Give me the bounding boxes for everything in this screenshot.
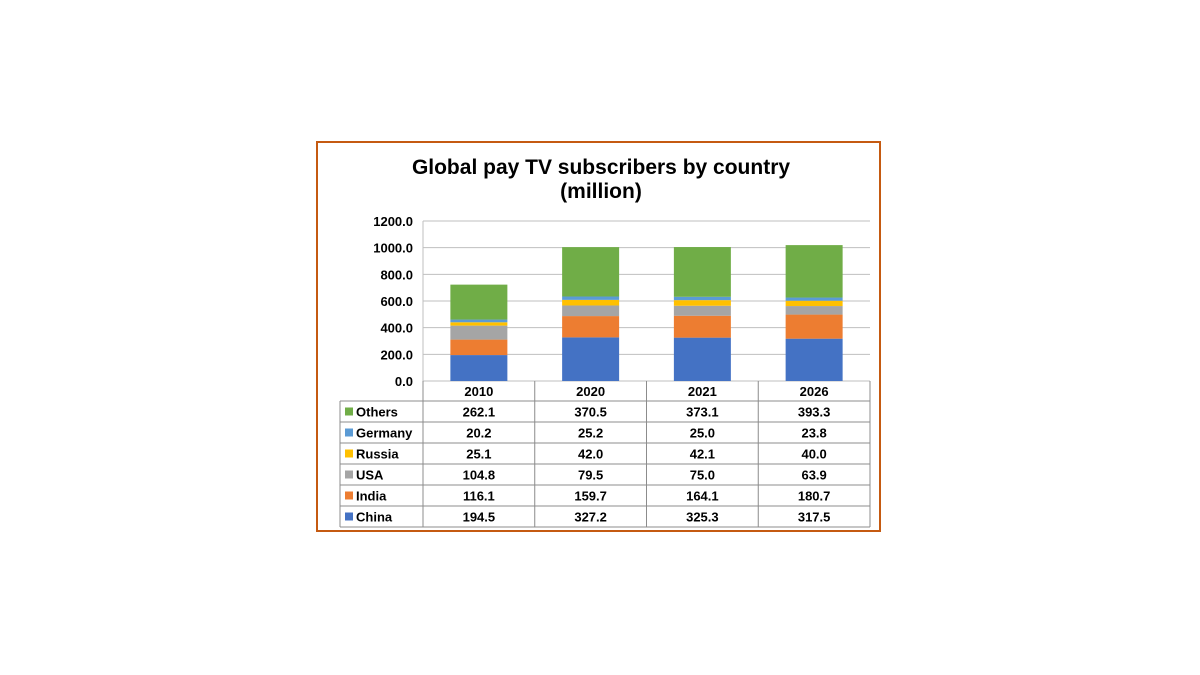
y-tick-label: 1000.0 bbox=[373, 241, 413, 256]
legend-label-others: Others bbox=[356, 405, 398, 420]
table-cell-china-2026: 317.5 bbox=[798, 510, 831, 525]
legend-key-usa bbox=[345, 470, 353, 479]
table-cell-usa-2026: 63.9 bbox=[801, 468, 826, 483]
bar-germany-2020 bbox=[562, 296, 620, 300]
legend-key-india bbox=[345, 491, 353, 500]
bar-others-2021 bbox=[673, 247, 731, 297]
bar-germany-2021 bbox=[673, 296, 731, 301]
bar-india-2026 bbox=[785, 314, 843, 339]
bar-russia-2010 bbox=[450, 322, 508, 326]
table-cell-china-2010: 194.5 bbox=[463, 510, 496, 525]
table-cell-usa-2021: 75.0 bbox=[690, 468, 715, 483]
table-cell-others-2010: 262.1 bbox=[463, 405, 496, 420]
table-cell-others-2021: 373.1 bbox=[686, 405, 719, 420]
legend-key-russia bbox=[345, 449, 353, 458]
table-cell-india-2010: 116.1 bbox=[463, 489, 495, 504]
chart-subtitle: (million) bbox=[560, 180, 642, 203]
x-tick-label-2021: 2021 bbox=[688, 384, 717, 399]
bar-india-2021 bbox=[673, 315, 731, 338]
bar-russia-2026 bbox=[785, 300, 843, 307]
table-cell-germany-2021: 25.0 bbox=[690, 426, 715, 441]
table-cell-russia-2021: 42.1 bbox=[690, 447, 715, 462]
y-tick-label: 600.0 bbox=[380, 294, 413, 309]
x-tick-label-2026: 2026 bbox=[800, 384, 829, 399]
legend-label-china: China bbox=[356, 510, 393, 525]
table-cell-germany-2010: 20.2 bbox=[466, 426, 491, 441]
table-cell-others-2020: 370.5 bbox=[574, 405, 607, 420]
bars bbox=[450, 245, 843, 381]
table-cell-usa-2020: 79.5 bbox=[578, 468, 603, 483]
table-cell-others-2026: 393.3 bbox=[798, 405, 831, 420]
table-cell-india-2021: 164.1 bbox=[686, 489, 719, 504]
chart-frame: Global pay TV subscribers by country (mi… bbox=[316, 141, 881, 532]
table-cell-india-2020: 159.7 bbox=[574, 489, 607, 504]
stacked-bar-chart: Global pay TV subscribers by country (mi… bbox=[339, 156, 871, 528]
y-axis-ticks: 0.0 200.0 400.0 600.0 800.0 1000.0 1200.0 bbox=[373, 214, 413, 389]
bar-russia-2021 bbox=[673, 300, 731, 306]
x-tick-label-2020: 2020 bbox=[576, 384, 605, 399]
bar-usa-2021 bbox=[673, 305, 731, 316]
legend-key-china bbox=[345, 512, 353, 521]
bar-usa-2026 bbox=[785, 306, 843, 315]
bar-others-2010 bbox=[450, 284, 508, 320]
bar-others-2026 bbox=[785, 245, 843, 298]
y-tick-label: 0.0 bbox=[395, 374, 413, 389]
table-cell-india-2026: 180.7 bbox=[798, 489, 831, 504]
bar-usa-2010 bbox=[450, 325, 508, 340]
table-cell-germany-2026: 23.8 bbox=[801, 426, 826, 441]
bar-china-2020 bbox=[562, 337, 620, 381]
legend-label-usa: USA bbox=[356, 468, 384, 483]
table-cell-russia-2026: 40.0 bbox=[801, 447, 826, 462]
data-table: 2010 2020 2021 2026 Others 262.1 370.5 373.1 393… bbox=[339, 381, 871, 528]
table-cell-russia-2010: 25.1 bbox=[466, 447, 491, 462]
table-cell-germany-2020: 25.2 bbox=[578, 426, 603, 441]
bar-germany-2010 bbox=[450, 319, 508, 323]
table-cell-russia-2020: 42.0 bbox=[578, 447, 603, 462]
legend-key-others bbox=[345, 407, 353, 416]
bar-germany-2026 bbox=[785, 297, 843, 301]
table-cell-usa-2010: 104.8 bbox=[463, 468, 496, 483]
legend-label-russia: Russia bbox=[356, 447, 399, 462]
bar-india-2010 bbox=[450, 339, 508, 356]
y-tick-label: 400.0 bbox=[380, 321, 413, 336]
y-tick-label: 800.0 bbox=[380, 267, 413, 282]
legend-key-germany bbox=[345, 428, 353, 437]
bar-china-2026 bbox=[785, 338, 843, 381]
bar-usa-2020 bbox=[562, 305, 620, 317]
bar-others-2020 bbox=[562, 247, 620, 297]
chart-title: Global pay TV subscribers by country bbox=[412, 156, 790, 179]
y-tick-label: 200.0 bbox=[380, 347, 413, 362]
bar-india-2020 bbox=[562, 316, 620, 338]
bar-china-2021 bbox=[673, 337, 731, 381]
table-cell-china-2021: 325.3 bbox=[686, 510, 719, 525]
bar-china-2010 bbox=[450, 355, 508, 381]
legend-label-germany: Germany bbox=[356, 426, 413, 441]
legend-label-india: India bbox=[356, 489, 387, 504]
table-cell-china-2020: 327.2 bbox=[574, 510, 607, 525]
y-tick-label: 1200.0 bbox=[373, 214, 413, 229]
bar-russia-2020 bbox=[562, 299, 620, 306]
x-tick-label-2010: 2010 bbox=[464, 384, 493, 399]
